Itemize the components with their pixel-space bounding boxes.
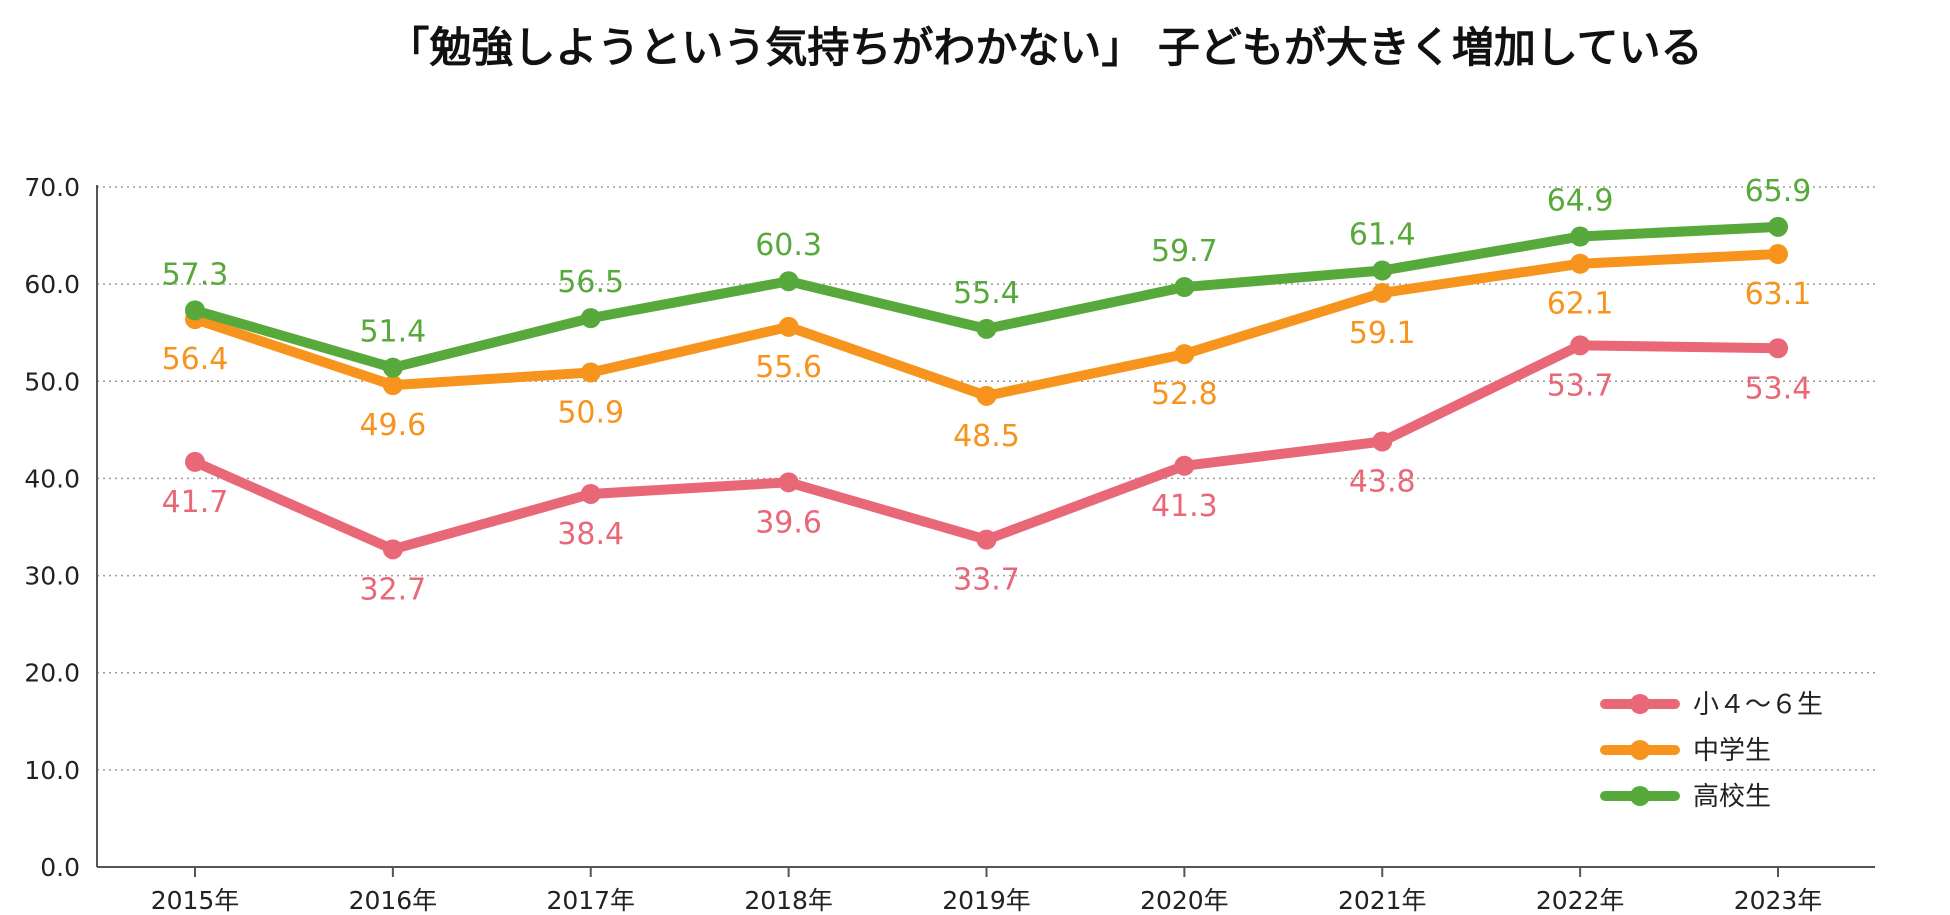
legend-swatch-marker [1630, 740, 1650, 760]
legend-item-1: 小４～６生 [1600, 690, 1823, 720]
data-label: 51.4 [359, 315, 426, 350]
x-tick-label: 2019年 [942, 886, 1031, 915]
legend-swatch-marker [1630, 694, 1650, 714]
data-label: 56.5 [557, 265, 624, 300]
data-point [1174, 455, 1195, 476]
data-point [382, 539, 403, 560]
legend-label: 中学生 [1693, 736, 1771, 766]
legend-label: 小４～６生 [1693, 690, 1823, 720]
data-label: 65.9 [1745, 174, 1812, 209]
data-point [1372, 431, 1393, 452]
data-label: 50.9 [557, 396, 624, 431]
y-tick-label: 30.0 [24, 562, 80, 591]
legend-swatch-marker [1630, 786, 1650, 806]
y-tick-label: 40.0 [24, 464, 80, 493]
data-point [1768, 338, 1788, 359]
y-tick-label: 70.0 [24, 173, 80, 202]
x-tick-label: 2020年 [1140, 886, 1229, 915]
y-tick-label: 20.0 [24, 659, 80, 688]
x-tick-label: 2018年 [744, 886, 833, 915]
data-point [580, 483, 601, 504]
data-point [976, 318, 997, 339]
data-label: 43.8 [1349, 465, 1416, 500]
data-point [778, 271, 799, 292]
x-tick-label: 2016年 [349, 886, 438, 915]
data-label: 53.4 [1745, 371, 1812, 406]
data-label: 38.4 [557, 517, 624, 552]
data-label: 59.7 [1151, 234, 1218, 269]
y-axis-ticks: 0.0 10.0 20.0 30.0 40.0 50.0 60.0 70.0 [24, 173, 80, 882]
data-label: 56.4 [162, 342, 229, 377]
data-point [1570, 335, 1591, 356]
data-label: 52.8 [1151, 377, 1218, 412]
y-tick-label: 10.0 [24, 756, 80, 785]
data-point [976, 529, 997, 550]
data-label: 32.7 [359, 572, 426, 607]
data-point [1372, 260, 1393, 281]
data-label: 41.3 [1151, 489, 1218, 524]
data-point [580, 308, 601, 329]
x-tick-label: 2021年 [1338, 886, 1427, 915]
data-label: 55.6 [755, 350, 822, 385]
series-3 [185, 216, 1788, 378]
data-point [778, 316, 799, 337]
legend-label: 高校生 [1693, 782, 1771, 812]
data-label: 41.7 [162, 485, 229, 520]
data-point [778, 472, 799, 493]
data-point [1570, 226, 1591, 247]
data-point [976, 385, 997, 406]
data-point [1768, 216, 1788, 237]
data-point [1372, 282, 1393, 303]
x-axis-ticks: 2015年 2016年 2017年 2018年 2019年 2020年 2021年 2022年… [151, 867, 1823, 915]
data-point [185, 300, 205, 321]
data-label: 39.6 [755, 505, 822, 540]
data-label: 49.6 [359, 408, 426, 443]
data-label: 64.9 [1547, 184, 1614, 219]
data-label: 55.4 [953, 276, 1020, 311]
legend-item-2: 中学生 [1600, 736, 1771, 766]
data-label: 48.5 [953, 419, 1020, 454]
data-point [1174, 344, 1195, 365]
series-lines [185, 216, 1788, 560]
data-point [1768, 244, 1788, 265]
y-tick-label: 60.0 [24, 270, 80, 299]
data-label: 62.1 [1547, 287, 1614, 322]
series-1 [185, 335, 1788, 560]
gridlines [97, 186, 1875, 771]
data-point [1174, 277, 1195, 298]
data-point [382, 375, 403, 396]
y-tick-label: 0.0 [40, 853, 80, 882]
y-tick-label: 50.0 [24, 367, 80, 396]
data-label: 57.3 [162, 257, 229, 292]
x-tick-label: 2015年 [151, 886, 240, 915]
data-labels: 41.7 32.7 38.4 39.6 33.7 41.3 43.8 53.7 53.4 56.4… [162, 174, 1812, 608]
data-label: 59.1 [1349, 316, 1416, 351]
data-label: 61.4 [1349, 218, 1416, 253]
data-label: 53.7 [1547, 368, 1614, 403]
data-point [185, 451, 205, 472]
data-point [580, 362, 601, 383]
data-point [382, 357, 403, 378]
data-label: 60.3 [755, 228, 822, 263]
x-tick-label: 2023年 [1734, 886, 1823, 915]
x-tick-label: 2022年 [1536, 886, 1625, 915]
x-tick-label: 2017年 [546, 886, 635, 915]
data-label: 63.1 [1745, 277, 1812, 312]
chart-title: 「勉強しようという気持ちがわかない」 子どもが大きく増加している [387, 23, 1703, 72]
data-point [1570, 253, 1591, 274]
legend-item-3: 高校生 [1600, 782, 1771, 812]
data-label: 33.7 [953, 563, 1020, 598]
